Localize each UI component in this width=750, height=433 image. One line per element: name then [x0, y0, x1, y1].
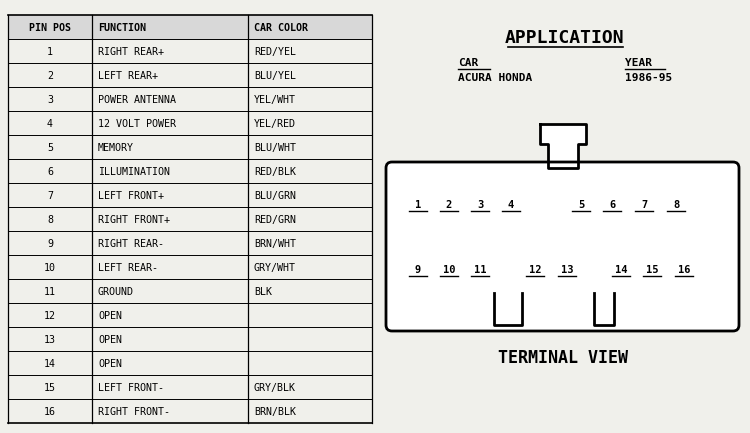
Text: OPEN: OPEN [98, 335, 122, 345]
Text: 13: 13 [561, 265, 573, 275]
Text: OPEN: OPEN [98, 359, 122, 369]
Bar [594, 293, 614, 329]
Text: LEFT REAR-: LEFT REAR- [98, 263, 158, 273]
Text: OPEN: OPEN [98, 311, 122, 321]
Text: GROUND: GROUND [98, 287, 134, 297]
Text: 12: 12 [44, 311, 56, 321]
Text: POWER ANTENNA: POWER ANTENNA [98, 95, 176, 105]
Text: PIN POS: PIN POS [29, 23, 71, 33]
Text: RIGHT FRONT-: RIGHT FRONT- [98, 407, 170, 417]
Text: 1: 1 [415, 200, 422, 210]
Text: BRN/BLK: BRN/BLK [254, 407, 296, 417]
Text: RIGHT FRONT+: RIGHT FRONT+ [98, 215, 170, 225]
Text: 5: 5 [47, 143, 53, 153]
Text: 12: 12 [529, 265, 542, 275]
Text: RIGHT REAR-: RIGHT REAR- [98, 239, 164, 249]
Text: CAR COLOR: CAR COLOR [254, 23, 308, 33]
Text: 9: 9 [47, 239, 53, 249]
Text: RED/BLK: RED/BLK [254, 167, 296, 177]
Text: RED/YEL: RED/YEL [254, 47, 296, 57]
Text: 16: 16 [678, 265, 690, 275]
Text: BLU/GRN: BLU/GRN [254, 191, 296, 201]
Text: GRY/WHT: GRY/WHT [254, 263, 296, 273]
Text: YEAR: YEAR [625, 58, 652, 68]
Text: 15: 15 [646, 265, 658, 275]
Text: 1986-95: 1986-95 [625, 73, 672, 83]
Text: YEL/RED: YEL/RED [254, 119, 296, 129]
Text: BLU/WHT: BLU/WHT [254, 143, 296, 153]
Text: LEFT REAR+: LEFT REAR+ [98, 71, 158, 81]
Text: TERMINAL VIEW: TERMINAL VIEW [497, 349, 628, 367]
Text: 4: 4 [508, 200, 515, 210]
Text: APPLICATION: APPLICATION [506, 29, 625, 47]
Bar [494, 293, 522, 329]
Text: BRN/WHT: BRN/WHT [254, 239, 296, 249]
Text: LEFT FRONT+: LEFT FRONT+ [98, 191, 164, 201]
Text: 6: 6 [47, 167, 53, 177]
Text: LEFT FRONT-: LEFT FRONT- [98, 383, 164, 393]
Text: 2: 2 [446, 200, 452, 210]
Text: 8: 8 [47, 215, 53, 225]
Text: 14: 14 [615, 265, 627, 275]
Text: GRY/BLK: GRY/BLK [254, 383, 296, 393]
Text: 10: 10 [442, 265, 455, 275]
Text: 7: 7 [640, 200, 647, 210]
Text: RED/GRN: RED/GRN [254, 215, 296, 225]
Text: 13: 13 [44, 335, 56, 345]
Text: BLU/YEL: BLU/YEL [254, 71, 296, 81]
Text: FUNCTION: FUNCTION [98, 23, 146, 33]
Text: BLK: BLK [254, 287, 272, 297]
Text: 6: 6 [609, 200, 615, 210]
Polygon shape [540, 124, 586, 168]
Text: 15: 15 [44, 383, 56, 393]
Text: ILLUMINATION: ILLUMINATION [98, 167, 170, 177]
Text: 10: 10 [44, 263, 56, 273]
Text: 4: 4 [47, 119, 53, 129]
Text: 11: 11 [44, 287, 56, 297]
FancyBboxPatch shape [386, 162, 739, 331]
Text: 3: 3 [477, 200, 483, 210]
Bar [8, 15, 372, 39]
Text: 8: 8 [673, 200, 680, 210]
Text: 1: 1 [47, 47, 53, 57]
Text: 12 VOLT POWER: 12 VOLT POWER [98, 119, 176, 129]
Text: MEMORY: MEMORY [98, 143, 134, 153]
Text: YEL/WHT: YEL/WHT [254, 95, 296, 105]
Text: ACURA HONDA: ACURA HONDA [458, 73, 532, 83]
Text: 11: 11 [474, 265, 486, 275]
Text: 5: 5 [578, 200, 584, 210]
Text: 14: 14 [44, 359, 56, 369]
Text: 3: 3 [47, 95, 53, 105]
Text: 2: 2 [47, 71, 53, 81]
Text: 16: 16 [44, 407, 56, 417]
Text: CAR: CAR [458, 58, 478, 68]
Text: 9: 9 [415, 265, 422, 275]
Text: 7: 7 [47, 191, 53, 201]
Text: RIGHT REAR+: RIGHT REAR+ [98, 47, 164, 57]
